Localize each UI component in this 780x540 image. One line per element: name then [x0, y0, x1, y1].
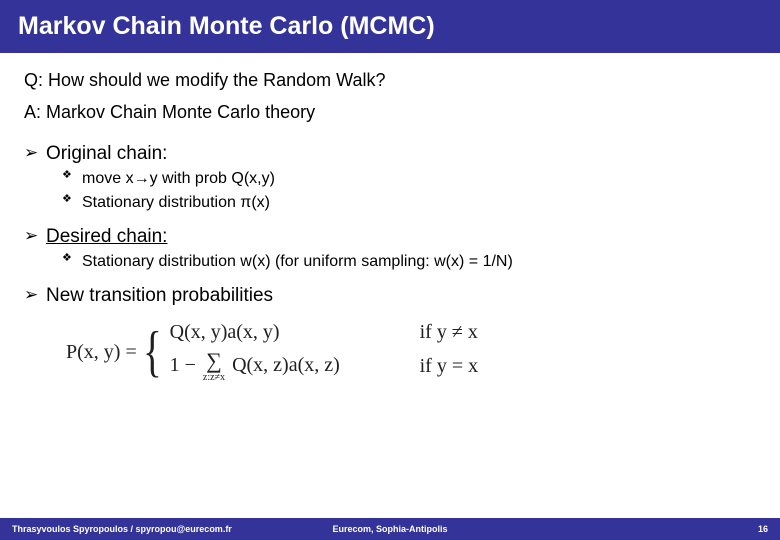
footer-author: Thrasyvoulos Spyropoulos / spyropou@eure…: [12, 524, 232, 534]
desired-chain-heading: Desired chain:: [24, 226, 756, 248]
formula-cases: Q(x, y)a(x, y) if y ≠ x 1 − ∑ z:z≠x Q(x,…: [170, 321, 479, 383]
desired-chain-sub1: Stationary distribution w(x) (for unifor…: [24, 250, 756, 273]
formula-case2-expr: 1 − ∑ z:z≠x Q(x, z)a(x, z): [170, 350, 400, 383]
question-text: Q: How should we modify the Random Walk?: [24, 67, 756, 95]
original-chain-sub1: move x→y with prob Q(x,y): [24, 167, 756, 190]
sigma-icon: ∑: [206, 348, 222, 373]
original-chain-sub2: Stationary distribution π(x): [24, 191, 756, 214]
formula-brace: {: [143, 327, 162, 377]
sum-subscript: z:z≠x: [203, 372, 225, 383]
footer-affiliation: Eurecom, Sophia-Antipolis: [332, 524, 447, 534]
formula-case2: 1 − ∑ z:z≠x Q(x, z)a(x, z) if y = x: [170, 350, 479, 383]
formula-row: P(x, y) = { Q(x, y)a(x, y) if y ≠ x 1 − …: [66, 321, 756, 383]
slide-content: Q: How should we modify the Random Walk?…: [0, 53, 780, 383]
answer-text: A: Markov Chain Monte Carlo theory: [24, 99, 756, 127]
formula-case2-prefix: 1 −: [170, 354, 201, 376]
formula-case1-expr: Q(x, y)a(x, y): [170, 321, 400, 344]
sum-symbol: ∑ z:z≠x: [203, 350, 225, 383]
new-transition-label: New transition probabilities: [46, 285, 273, 306]
formula-case2-cond: if y = x: [400, 355, 479, 378]
formula-lhs: P(x, y) =: [66, 341, 137, 364]
slide: Markov Chain Monte Carlo (MCMC) Q: How s…: [0, 0, 780, 540]
slide-title: Markov Chain Monte Carlo (MCMC): [0, 0, 780, 53]
original-chain-heading: Original chain:: [24, 143, 756, 165]
desired-chain-label: Desired chain:: [46, 226, 167, 247]
qa-block: Q: How should we modify the Random Walk?…: [24, 67, 756, 127]
formula-case2-body: Q(x, z)a(x, z): [232, 354, 340, 376]
original-chain-label: Original chain:: [46, 143, 167, 164]
formula-case1: Q(x, y)a(x, y) if y ≠ x: [170, 321, 479, 344]
new-transition-heading: New transition probabilities: [24, 285, 756, 307]
slide-footer: Thrasyvoulos Spyropoulos / spyropou@eure…: [0, 518, 780, 540]
formula-case1-cond: if y ≠ x: [400, 321, 478, 344]
footer-page-number: 16: [758, 524, 768, 534]
transition-formula: P(x, y) = { Q(x, y)a(x, y) if y ≠ x 1 − …: [24, 309, 756, 383]
